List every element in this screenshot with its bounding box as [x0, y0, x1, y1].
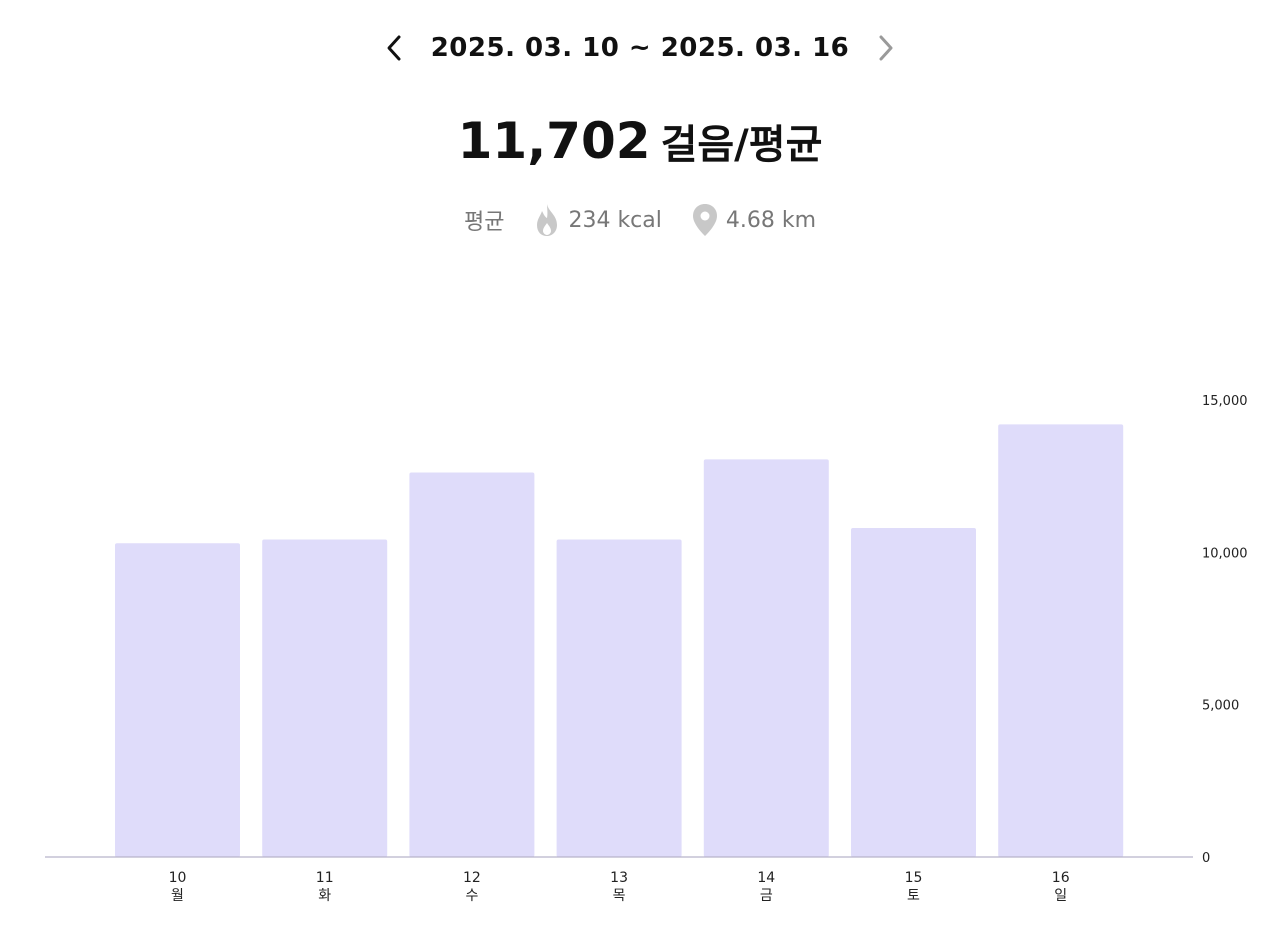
x-weekday-label-15: 토 — [907, 888, 920, 904]
bar-13 — [556, 539, 682, 857]
prev-week-button[interactable] — [379, 28, 409, 68]
x-weekday-label-16: 일 — [1054, 888, 1067, 904]
y-tick-label-10000: 10,000 — [1202, 546, 1248, 561]
bar-15 — [851, 528, 976, 857]
x-tick-label-13: 13 — [610, 870, 628, 886]
chevron-right-icon — [879, 35, 893, 61]
x-tick-label-11: 11 — [316, 870, 334, 886]
distance-value: 4.68 km — [725, 207, 817, 233]
distance-stat: 4.68 km — [690, 202, 816, 238]
x-weekday-label-11: 화 — [318, 888, 331, 904]
x-weekday-label-13: 목 — [613, 888, 626, 904]
bar-11 — [262, 539, 388, 857]
calories-stat: 234 kcal — [532, 202, 662, 238]
y-tick-label-15000: 15,000 — [1202, 394, 1248, 409]
x-tick-label-10: 10 — [169, 870, 187, 886]
bar-14 — [703, 459, 829, 857]
x-tick-label-15: 15 — [905, 870, 923, 886]
average-label: 평균 — [463, 210, 505, 235]
flame-icon — [532, 202, 562, 238]
average-steps-unit: 걸음/평균 — [660, 122, 823, 168]
average-steps-headline: 11,702 걸음/평균 — [0, 112, 1280, 170]
y-tick-label-0: 0 — [1202, 851, 1210, 866]
bar-10 — [115, 543, 240, 857]
date-range-text: 2025. 03. 10 ~ 2025. 03. 16 — [430, 33, 850, 63]
location-pin-icon — [690, 202, 720, 238]
bar-16 — [998, 424, 1124, 857]
y-tick-label-5000: 5,000 — [1202, 699, 1239, 714]
date-range-navigator: 2025. 03. 10 ~ 2025. 03. 16 — [0, 24, 1280, 72]
x-weekday-label-10: 월 — [171, 888, 184, 904]
x-weekday-label-12: 수 — [465, 888, 478, 904]
x-tick-label-16: 16 — [1052, 870, 1070, 886]
chevron-left-icon — [387, 35, 401, 61]
summary-header: 2025. 03. 10 ~ 2025. 03. 16 11,702 걸음/평균 … — [0, 0, 1280, 260]
calories-value: 234 kcal — [568, 207, 662, 233]
x-tick-label-12: 12 — [463, 870, 481, 886]
average-steps-value: 11,702 — [457, 112, 651, 170]
next-week-button[interactable] — [871, 28, 901, 68]
x-tick-label-14: 14 — [757, 870, 775, 886]
average-stats: 평균 234 kcal 4.68 km — [0, 198, 1280, 242]
x-weekday-label-14: 금 — [760, 888, 773, 904]
bar-12 — [409, 472, 535, 857]
